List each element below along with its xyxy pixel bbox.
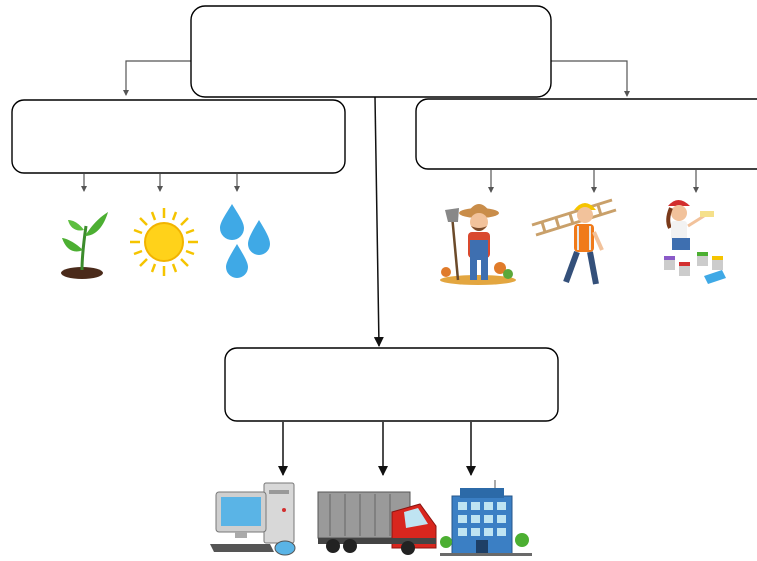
worker-icon-part-part <box>542 222 545 232</box>
water-drops-icon-part <box>226 244 248 278</box>
left-box <box>12 100 345 173</box>
right-box <box>416 99 757 169</box>
worker-icon-part-part <box>570 214 573 224</box>
truck-icon <box>318 492 436 555</box>
connectors-part <box>551 61 627 96</box>
farmer-icon-part <box>441 267 451 277</box>
farmer-icon-part <box>503 269 513 279</box>
sun-icon-part-part <box>186 230 194 233</box>
painter-icon-part <box>688 216 704 226</box>
computer-icon-part <box>269 490 289 494</box>
bottom-box <box>225 348 558 421</box>
plant-icon-part <box>68 220 84 231</box>
computer-icon-part <box>221 497 261 526</box>
sun-icon-part-part <box>186 251 194 254</box>
painter-icon-part <box>668 208 671 228</box>
building-icon-part-part <box>471 515 480 523</box>
building-icon-part <box>515 533 529 547</box>
farmer-icon <box>440 204 516 285</box>
sun-icon-part-part <box>140 218 147 225</box>
sun-icon-part-part <box>134 230 142 233</box>
sun-icon-part <box>145 223 183 261</box>
plant-icon-part <box>85 212 108 236</box>
sun-icon-part-part <box>152 264 155 272</box>
truck-icon-part <box>401 541 415 555</box>
diagram <box>0 0 757 561</box>
computer-icon-part <box>282 508 286 512</box>
sun-icon-part-part <box>181 259 188 266</box>
building-icon <box>440 480 532 556</box>
computer-icon <box>210 483 295 555</box>
sun-icon-part-part <box>134 251 142 254</box>
painter-icon-part <box>664 256 675 260</box>
plant-icon-part <box>82 226 86 270</box>
building-icon-part-part <box>497 528 506 536</box>
worker-icon-part-part <box>598 205 601 215</box>
farmer-icon-part <box>470 258 477 280</box>
connectors-part <box>375 97 379 346</box>
building-icon-part <box>476 540 488 554</box>
worker-icon-part-part <box>556 218 559 228</box>
farmer-icon-part <box>445 208 459 222</box>
computer-icon-part <box>235 532 247 538</box>
painter-icon-part <box>679 262 690 266</box>
worker-icon-part <box>566 252 577 282</box>
connectors-part <box>126 61 191 95</box>
building-icon-part-part <box>471 502 480 510</box>
building-icon-part <box>440 553 532 556</box>
building-icon-part-part <box>484 528 493 536</box>
top-box <box>191 6 551 97</box>
worker-icon-part <box>577 207 593 223</box>
building-icon-part-part <box>458 528 467 536</box>
painter-icon-part <box>704 270 726 284</box>
painter-icon-part <box>700 211 714 217</box>
painter-icon-part <box>671 205 687 221</box>
sun-icon-part-part <box>173 212 176 220</box>
water-drops-icon-part <box>248 220 270 255</box>
page: {} html, body { margin: 0; padding: 0; b… <box>0 0 757 561</box>
plant-icon <box>61 212 108 279</box>
building-icon-part <box>460 488 504 498</box>
body: (() => { const data = JSON.parse(documen… <box>0 0 757 561</box>
painter-icon-part <box>697 252 708 256</box>
sun-icon-part-part <box>181 218 188 225</box>
farmer-icon-part <box>470 240 488 260</box>
worker-icon <box>532 200 616 284</box>
worker-icon-part <box>590 252 596 284</box>
computer-icon-part <box>275 541 295 555</box>
building-icon-part <box>440 536 452 548</box>
building-icon-part-part <box>497 515 506 523</box>
truck-icon-part <box>326 539 340 553</box>
painter-icon-part <box>712 256 723 260</box>
water-drops-icon <box>220 204 270 278</box>
sun-icon-part-part <box>173 264 176 272</box>
sun-icon <box>130 208 198 276</box>
farmer-icon-part <box>452 215 458 280</box>
farmer-icon-part <box>468 204 490 212</box>
water-drops-icon-part <box>220 204 244 240</box>
plant-icon-part <box>62 238 83 252</box>
painter-icon-part <box>672 238 690 250</box>
farmer-icon-part <box>481 258 488 280</box>
truck-icon-part <box>343 539 357 553</box>
painter-icon <box>664 200 726 284</box>
sun-icon-part-part <box>152 212 155 220</box>
worker-icon-part <box>594 232 602 250</box>
sun-icon-part-part <box>140 259 147 266</box>
computer-icon-part <box>210 544 274 552</box>
building-icon-part-part <box>497 502 506 510</box>
building-icon-part-part <box>458 515 467 523</box>
building-icon-part-part <box>458 502 467 510</box>
building-icon-part-part <box>471 528 480 536</box>
building-icon-part-part <box>484 515 493 523</box>
building-icon-part-part <box>484 502 493 510</box>
